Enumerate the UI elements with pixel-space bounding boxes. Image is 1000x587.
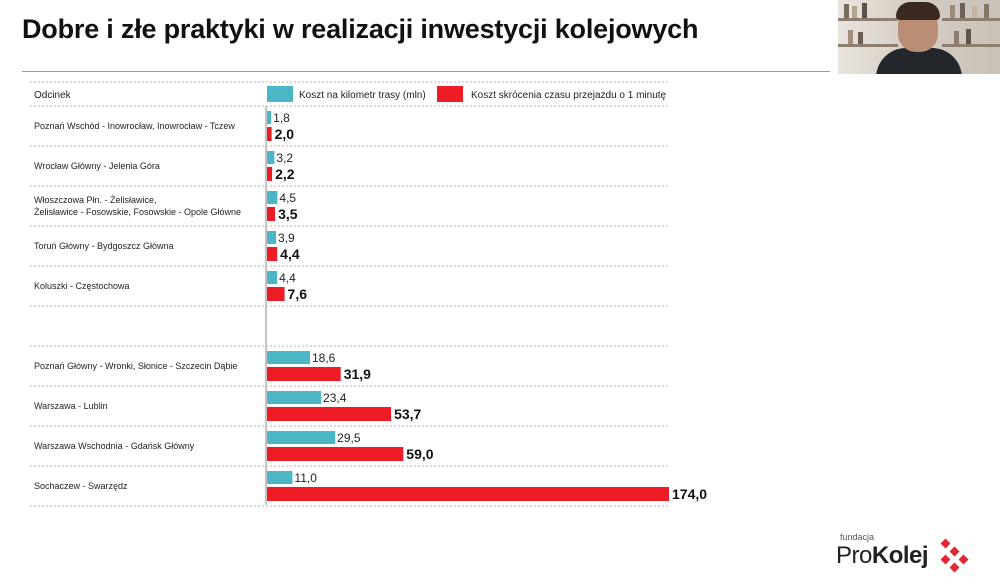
- legend-swatch-series-1: [267, 86, 293, 102]
- value-label-series-2: 3,5: [278, 206, 298, 222]
- value-label-series-1: 3,2: [276, 151, 293, 165]
- value-label-series-1: 3,9: [278, 231, 295, 245]
- category-label: Toruń Główny - Bydgoszcz Główna: [34, 241, 174, 251]
- category-label: Sochaczew - Swarzędz: [34, 481, 128, 491]
- bar-series-1: [267, 271, 278, 284]
- page-title: Dobre i złe praktyki w realizacji inwest…: [22, 14, 699, 44]
- presenter-webcam: [838, 0, 1000, 74]
- value-label-series-2: 2,0: [275, 126, 295, 142]
- category-label: Koluszki - Częstochowa: [34, 281, 130, 291]
- category-label: Warszawa - Lublin: [34, 401, 108, 411]
- legend-label-series-1: Koszt na kilometr trasy (mln): [299, 90, 426, 101]
- bar-series-2: [267, 247, 278, 261]
- value-label-series-2: 4,4: [280, 246, 300, 262]
- bar-series-2: [267, 447, 404, 461]
- category-label: Żelisławice - Fosowskie, Fosowskie - Opo…: [34, 207, 241, 217]
- value-label-series-1: 4,5: [279, 191, 296, 205]
- category-label: Poznań Główny - Wronki, Słonice - Szczec…: [34, 361, 237, 371]
- bar-series-1: [267, 471, 293, 484]
- legend-label-series-2: Koszt skrócenia czasu przejazdu o 1 minu…: [471, 90, 667, 101]
- bar-series-1: [267, 391, 322, 404]
- prokolej-logo: fundacja ProKolej: [836, 532, 976, 580]
- value-label-series-1: 23,4: [323, 391, 347, 405]
- bar-series-2: [267, 207, 276, 221]
- value-label-series-2: 2,2: [275, 166, 295, 182]
- bar-series-2: [267, 407, 392, 421]
- row-header-label: Odcinek: [34, 90, 72, 101]
- category-label: Wrocław Główny - Jelenia Góra: [34, 161, 160, 171]
- value-label-series-2: 59,0: [406, 446, 433, 462]
- bar-series-1: [267, 231, 277, 244]
- bar-series-2: [267, 487, 669, 501]
- bar-series-2: [267, 287, 285, 301]
- bar-series-1: [267, 151, 275, 164]
- bar-series-2: [267, 367, 341, 381]
- value-label-series-1: 29,5: [337, 431, 361, 445]
- value-label-series-2: 174,0: [672, 486, 707, 502]
- value-label-series-1: 18,6: [312, 351, 336, 365]
- bar-series-1: [267, 111, 272, 124]
- value-label-series-1: 11,0: [294, 471, 317, 485]
- value-label-series-2: 7,6: [288, 286, 308, 302]
- value-label-series-2: 53,7: [394, 406, 421, 422]
- bar-series-2: [267, 167, 273, 181]
- bar-series-2: [267, 127, 272, 141]
- value-label-series-1: 4,4: [279, 271, 296, 285]
- category-label: Warszawa Wschodnia - Gdańsk Główny: [34, 441, 195, 451]
- bar-series-1: [267, 351, 310, 364]
- bar-series-1: [267, 431, 336, 444]
- category-label: Poznań Wschód - Inowrocław, Inowrocław -…: [34, 121, 235, 131]
- bar-series-1: [267, 191, 278, 204]
- value-label-series-1: 1,8: [273, 111, 290, 125]
- logo-dots-icon: [940, 538, 970, 574]
- value-label-series-2: 31,9: [344, 366, 371, 382]
- category-label: Włoszczowa Płn. - Żelisławice,: [34, 195, 157, 205]
- title-divider: [22, 71, 830, 72]
- legend-swatch-series-2: [437, 86, 463, 102]
